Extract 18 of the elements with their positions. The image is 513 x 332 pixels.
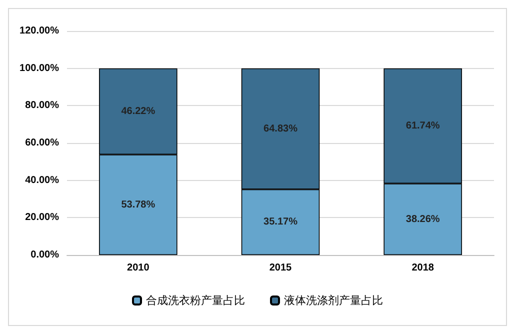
legend-label: 液体洗涤剂产量占比 (284, 294, 383, 307)
y-tick-label: 120.00% (20, 26, 60, 36)
x-tick-label: 2015 (269, 262, 292, 274)
data-label: 38.26% (406, 214, 440, 225)
y-tick-label: 60.00% (25, 138, 60, 148)
y-tick-label: 40.00% (25, 174, 60, 186)
y-tick-label: 80.00% (25, 100, 60, 112)
data-label: 61.74% (406, 120, 440, 132)
x-tick-label: 2010 (127, 262, 150, 274)
y-tick-label: 100.00% (20, 62, 60, 74)
y-tick-label: 20.00% (25, 212, 60, 224)
data-label: 64.83% (264, 123, 298, 134)
x-tick-label: 2018 (412, 262, 434, 274)
data-label: 53.78% (121, 199, 156, 210)
y-tick-label: 0.00% (30, 250, 60, 260)
legend-label: 合成洗衣粉产量占比 (146, 294, 245, 307)
data-label: 46.22% (121, 106, 156, 117)
data-label: 35.17% (264, 216, 298, 228)
